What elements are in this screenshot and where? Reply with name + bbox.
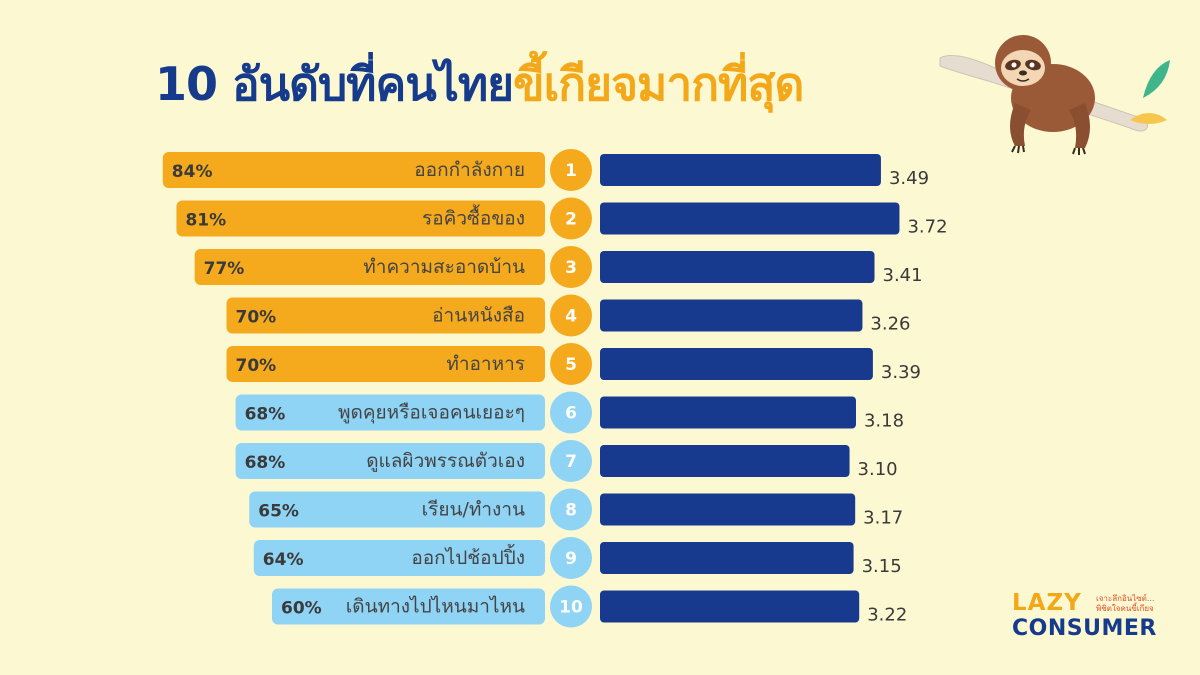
rank-number: 9 — [565, 549, 577, 569]
score-label: 3.17 — [863, 508, 903, 529]
activity-label: ทำความสะอาดบ้าน — [363, 256, 525, 278]
score-label: 3.39 — [881, 362, 921, 383]
percent-bar — [272, 588, 545, 625]
percent-label: 65% — [258, 502, 299, 522]
title-part-2: ขี้เกียจมากที่สุด — [513, 57, 804, 111]
percent-label: 84% — [172, 162, 213, 182]
percent-label: 77% — [204, 259, 245, 279]
percent-bar — [235, 394, 545, 431]
rank-circle — [550, 294, 592, 337]
score-label: 3.72 — [907, 217, 947, 238]
percent-label: 81% — [185, 211, 226, 231]
rank-number: 3 — [565, 258, 577, 278]
rank-circle — [550, 440, 592, 482]
activity-label: รอคิวซื้อของ — [422, 205, 525, 230]
score-label: 3.41 — [883, 265, 923, 286]
percent-label: 70% — [236, 356, 277, 376]
score-bar — [600, 396, 856, 429]
score-bar — [600, 154, 881, 186]
activity-label: ออกไปช้อปปิ้ง — [411, 544, 525, 569]
page-title: 10 อันดับที่คนไทยขี้เกียจมากที่สุด — [155, 48, 804, 121]
percent-label: 68% — [245, 405, 286, 425]
score-label: 3.18 — [864, 411, 904, 432]
rank-number: 4 — [565, 307, 577, 327]
score-label: 3.26 — [870, 314, 910, 335]
activity-label: อ่านหนังสือ — [432, 305, 525, 327]
percent-label: 68% — [245, 453, 286, 473]
score-bar — [600, 202, 900, 235]
rank-circle — [550, 246, 592, 288]
percent-bar — [176, 200, 545, 237]
rank-circle — [550, 537, 592, 579]
brand-tagline-line-2: พิชิตใจคนขี้เกียจ — [1096, 604, 1154, 613]
rank-number: 8 — [565, 501, 577, 521]
rank-circle — [550, 343, 592, 385]
percent-label: 70% — [236, 308, 277, 328]
score-bar — [600, 493, 856, 526]
activity-label: พูดคุยหรือเจอคนเยอะๆ — [338, 402, 525, 425]
activity-label: เรียน/ทำงาน — [422, 499, 525, 521]
rank-number: 5 — [565, 355, 577, 375]
sloth-on-branch-icon — [939, 35, 1170, 155]
score-label: 3.10 — [858, 459, 898, 480]
score-bar — [600, 542, 854, 574]
percent-bar — [194, 249, 545, 285]
percent-bar — [249, 491, 545, 528]
score-bar — [600, 445, 850, 477]
score-label: 3.22 — [867, 605, 907, 626]
activity-label: ออกกำลังกาย — [414, 159, 525, 181]
percent-bar — [226, 346, 545, 382]
percent-bar — [226, 297, 545, 334]
score-bar — [600, 251, 875, 283]
rank-circle — [550, 488, 592, 531]
activity-label: ทำอาหาร — [446, 353, 525, 375]
rank-number: 2 — [565, 210, 577, 230]
rank-circle — [550, 391, 592, 434]
score-label: 3.15 — [862, 556, 902, 577]
brand-lazy-text: LAZY — [1012, 590, 1082, 616]
score-bar — [600, 299, 863, 332]
score-bar — [600, 590, 860, 623]
rank-circle — [550, 585, 592, 628]
activity-label: เดินทางไปไหนมาไหน — [346, 596, 525, 618]
rank-number: 10 — [559, 598, 583, 618]
rank-circle — [550, 197, 592, 240]
percent-bar — [162, 152, 546, 188]
rank-number: 7 — [565, 452, 577, 472]
rank-number: 6 — [565, 404, 577, 424]
activity-label: ดูแลผิวพรรณตัวเอง — [366, 450, 525, 472]
score-label: 3.49 — [889, 168, 929, 189]
brand-consumer-text: CONSUMER — [1012, 616, 1157, 641]
brand-logo: LAZY เจาะลึกอินไซต์... พิชิตใจคนขี้เกียจ… — [1010, 590, 1180, 650]
percent-bar — [235, 443, 545, 479]
rank-number: 1 — [565, 161, 577, 181]
percent-label: 60% — [281, 599, 322, 619]
score-bar — [600, 348, 873, 380]
rank-circle — [550, 149, 592, 191]
brand-tagline: เจาะลึกอินไซต์... พิชิตใจคนขี้เกียจ — [1096, 594, 1155, 614]
percent-bar — [253, 540, 546, 576]
percent-label: 64% — [263, 550, 304, 570]
brand-tagline-line-1: เจาะลึกอินไซต์... — [1096, 594, 1155, 603]
title-part-1: 10 อันดับที่คนไทย — [155, 57, 514, 111]
